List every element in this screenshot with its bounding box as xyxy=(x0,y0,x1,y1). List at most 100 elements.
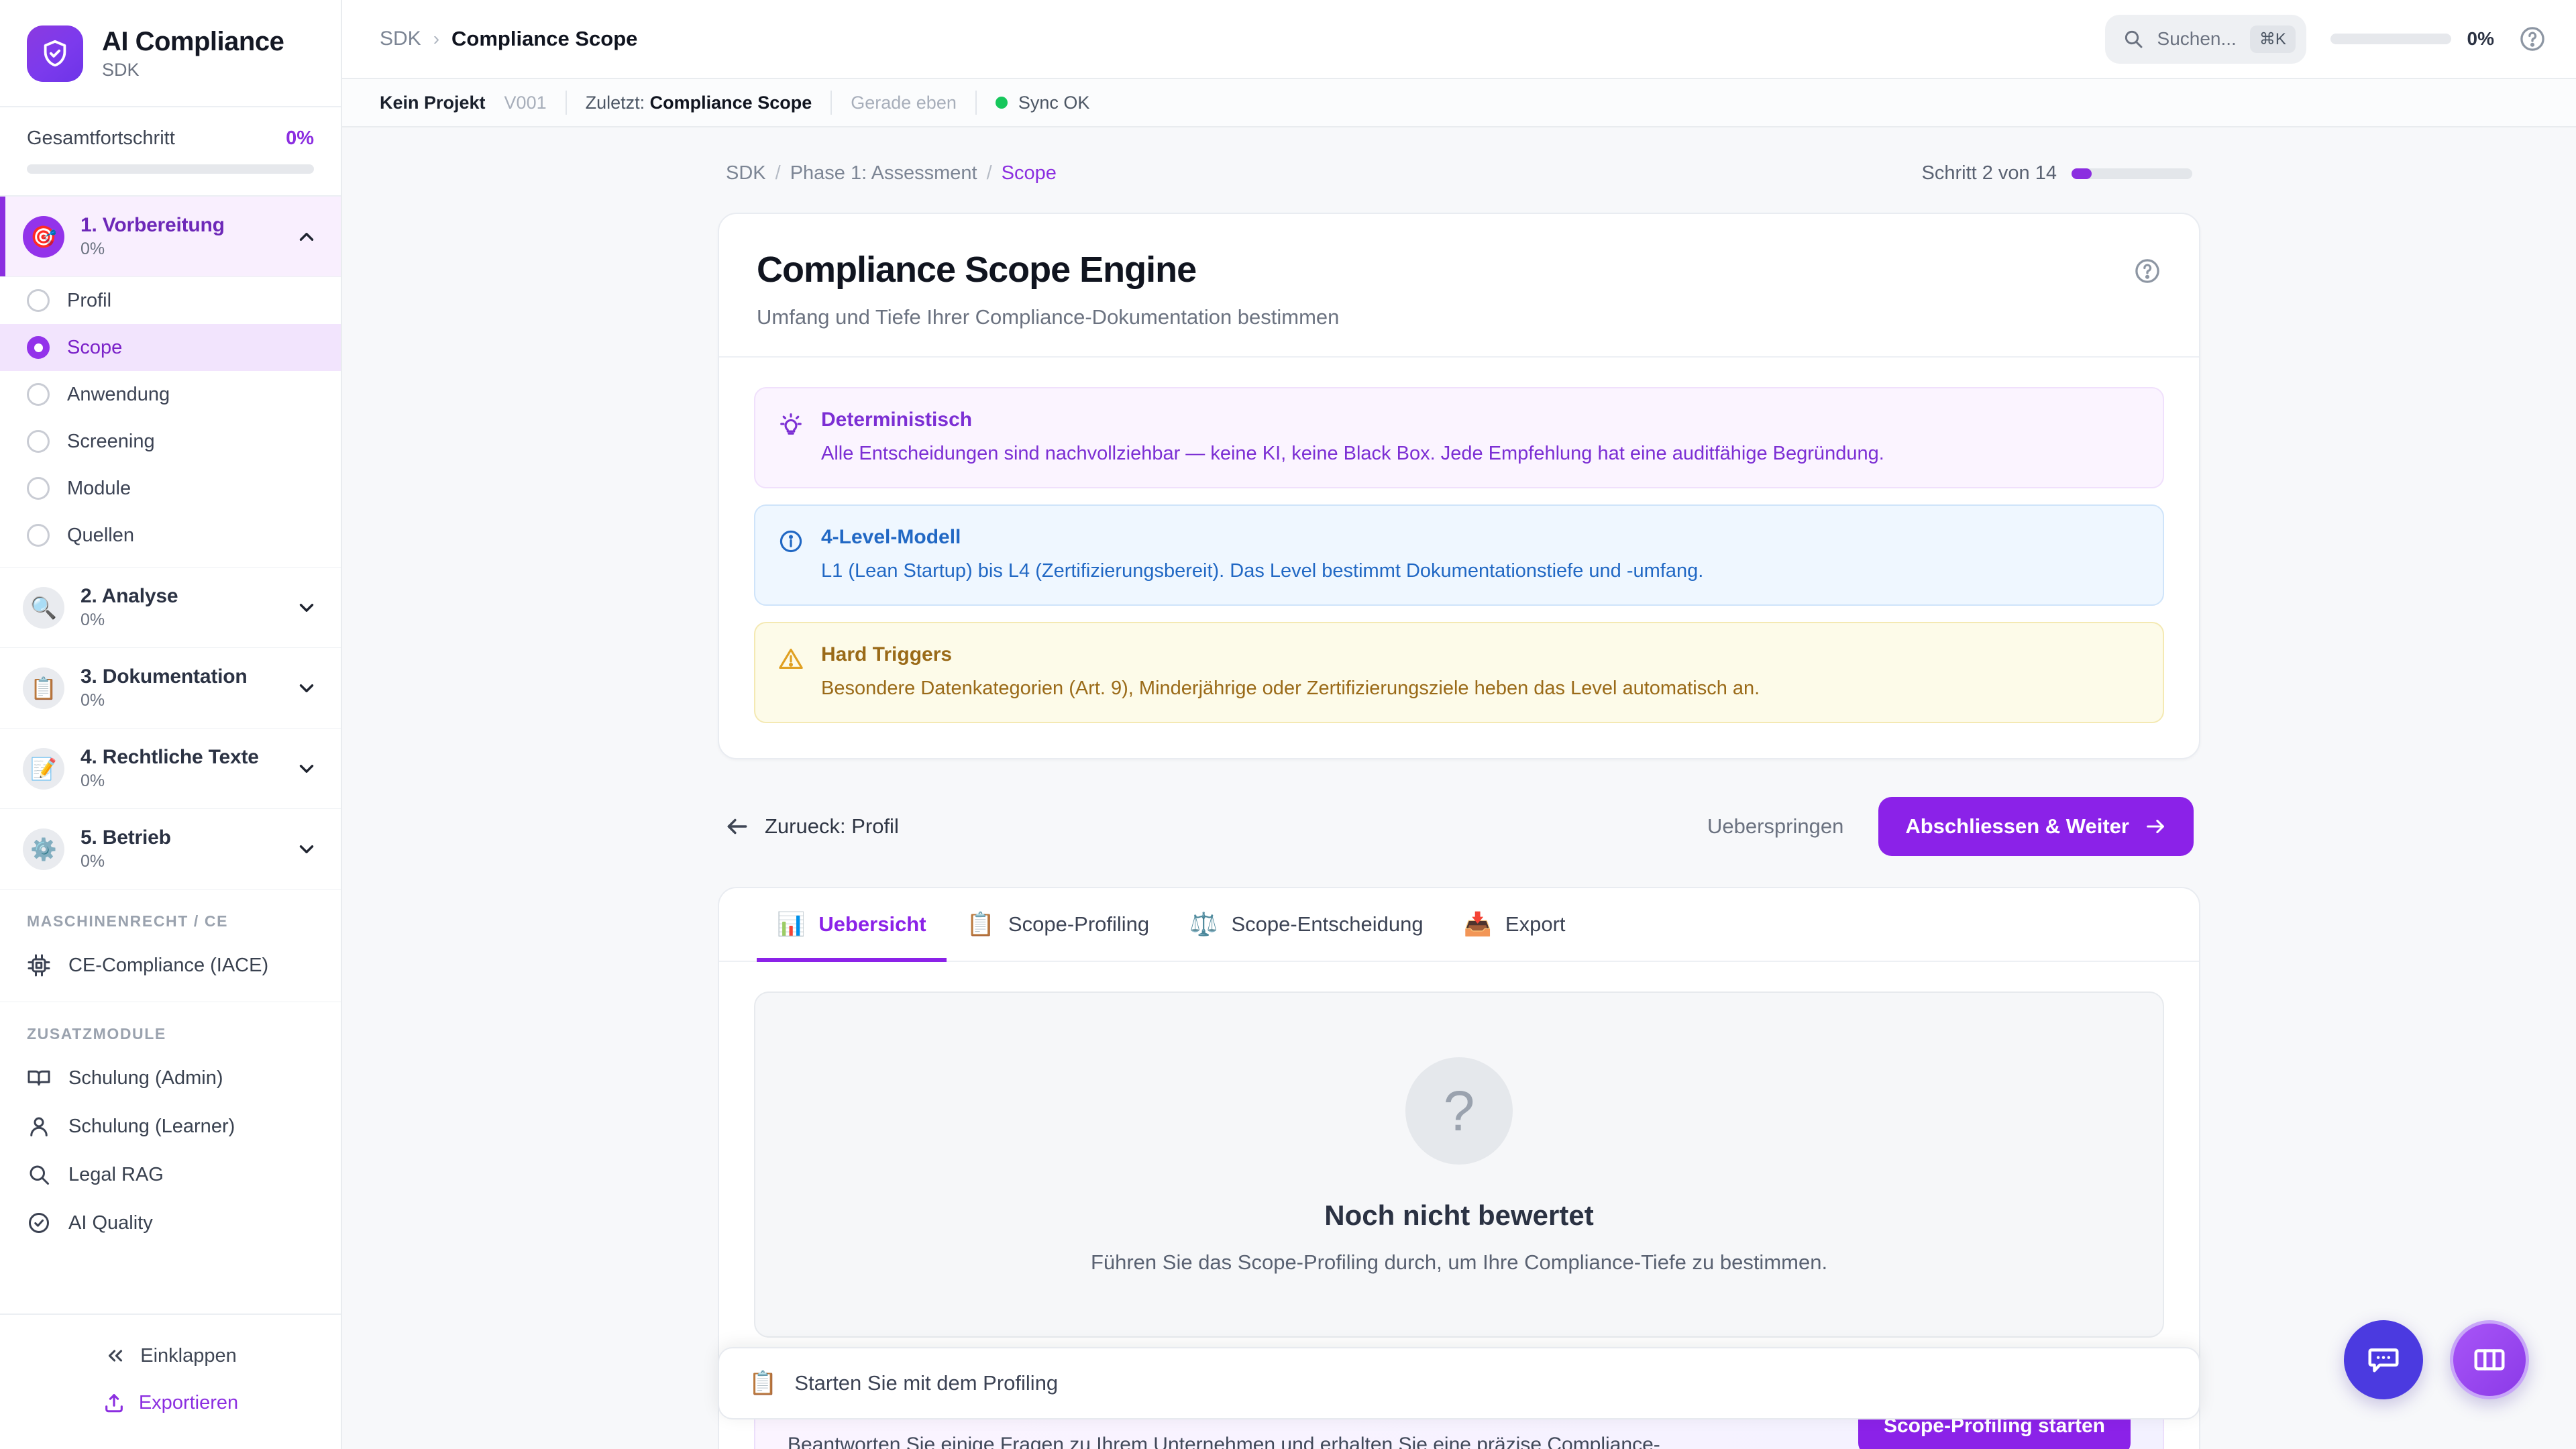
search-icon xyxy=(2125,30,2142,48)
empty-state: ? Noch nicht bewertet Führen Sie das Sco… xyxy=(754,991,2164,1338)
gear-emoji: ⚙️ xyxy=(23,828,64,870)
sidebar-item-module[interactable]: Module xyxy=(0,465,341,512)
callout-body: Besondere Datenkategorien (Art. 9), Mind… xyxy=(821,678,1760,700)
chevron-down-icon xyxy=(299,603,314,612)
empty-state-subtitle: Führen Sie das Scope-Profiling durch, um… xyxy=(1090,1250,1828,1275)
panel-fab[interactable] xyxy=(2450,1320,2529,1399)
search-input[interactable]: Suchen... ⌘K xyxy=(2104,14,2306,64)
divider xyxy=(565,91,567,115)
callout-title: 4-Level-Modell xyxy=(821,526,961,549)
navigation-actions: Ueberspringen Abschliessen & Weiter xyxy=(1695,797,2194,857)
sidebar-item-quellen[interactable]: Quellen xyxy=(0,512,341,559)
sidebar-item-profil[interactable]: Profil xyxy=(0,277,341,324)
sidebar-phase-betrieb[interactable]: ⚙️ 5. Betrieb 0% xyxy=(0,809,341,890)
sidebar-phase-analyse[interactable]: 🔍 2. Analyse 0% xyxy=(0,568,341,648)
step-progress-fill xyxy=(2072,168,2092,179)
chevron-down-icon xyxy=(299,684,314,692)
phase-percent: 0% xyxy=(80,610,105,629)
main-area: SDK › Compliance Scope Suchen... ⌘K 0% K… xyxy=(342,0,2576,1449)
help-circle-icon[interactable] xyxy=(2133,257,2161,285)
sidebar-item-label: AI Quality xyxy=(68,1212,153,1234)
section-heading-zusatzmodule: ZUSATZMODULE xyxy=(27,1025,166,1042)
top-progress-value: 0% xyxy=(2467,28,2494,49)
sidebar-item-ai-quality[interactable]: AI Quality xyxy=(0,1199,341,1247)
empty-state-title: Noch nicht bewertet xyxy=(1324,1199,1594,1232)
tab-label: Scope-Profiling xyxy=(1008,912,1150,936)
top-progress: 0% xyxy=(2330,28,2494,50)
section-heading-maschinenrecht: MASCHINENRECHT / CE xyxy=(27,912,229,930)
sidebar-item-label: Scope xyxy=(67,336,123,358)
breadcrumb2-current: Scope xyxy=(1001,162,1057,184)
export-label: Exportieren xyxy=(138,1391,239,1413)
dart-target-emoji: 🎯 xyxy=(23,215,64,258)
tab-export[interactable]: 📥 Export xyxy=(1444,888,1586,962)
breadcrumb: SDK › Compliance Scope xyxy=(380,27,637,51)
sidebar: AI Compliance SDK Gesamtfortschritt 0% 🎯… xyxy=(0,0,342,1449)
tab-bar: 📊 Uebersicht 📋 Scope-Profiling ⚖️ Scope-… xyxy=(719,888,2199,963)
last-visited: Zuletzt: Compliance Scope xyxy=(586,93,812,113)
phase-percent: 0% xyxy=(80,852,105,871)
last-visited-value: Compliance Scope xyxy=(649,92,812,113)
top-bar-right: Suchen... ⌘K 0% xyxy=(2104,14,2546,64)
info-circle-icon xyxy=(780,530,802,553)
tab-scope-profiling[interactable]: 📋 Scope-Profiling xyxy=(947,888,1170,962)
step-indicator: Schritt 2 von 14 xyxy=(1922,162,2192,184)
export-button[interactable]: Exportieren xyxy=(0,1379,341,1426)
collapse-sidebar-button[interactable]: Einklappen xyxy=(0,1332,341,1379)
step-progress-bar xyxy=(2072,168,2192,179)
sidebar-nav: 🎯 1. Vorbereitung 0% Profil Scope xyxy=(0,197,341,1313)
breadcrumb-separator: / xyxy=(986,162,992,184)
user-icon xyxy=(30,1117,48,1136)
project-name: Kein Projekt xyxy=(380,92,486,113)
sidebar-item-scope[interactable]: Scope xyxy=(0,324,341,371)
help-circle-icon[interactable] xyxy=(2518,25,2546,53)
complete-and-next-button[interactable]: Abschliessen & Weiter xyxy=(1878,797,2194,857)
sidebar-item-label: Anwendung xyxy=(67,383,170,405)
phase-title: 5. Betrieb xyxy=(80,826,171,849)
brand-header[interactable]: AI Compliance SDK xyxy=(0,0,341,107)
radio-icon xyxy=(27,383,50,406)
top-bar: SDK › Compliance Scope Suchen... ⌘K 0% xyxy=(342,0,2576,79)
bottom-action-bar[interactable]: 📋 Starten Sie mit dem Profiling xyxy=(718,1347,2200,1419)
page-subtitle: Umfang und Tiefe Ihrer Compliance-Dokume… xyxy=(757,305,1340,329)
sidebar-item-anwendung[interactable]: Anwendung xyxy=(0,371,341,418)
back-button[interactable]: Zurueck: Profil xyxy=(724,814,899,839)
arrow-left-icon xyxy=(727,819,747,835)
bottom-bar-text: Starten Sie mit dem Profiling xyxy=(794,1371,1059,1395)
overall-progress-label: Gesamtfortschritt xyxy=(27,127,175,149)
sidebar-item-schulung-learner[interactable]: Schulung (Learner) xyxy=(0,1102,341,1150)
sidebar-phase-vorbereitung[interactable]: 🎯 1. Vorbereitung 0% xyxy=(0,197,341,277)
breadcrumb-root[interactable]: SDK xyxy=(380,28,421,50)
radio-icon xyxy=(27,430,50,453)
chat-fab[interactable] xyxy=(2344,1320,2423,1399)
phase-title: 4. Rechtliche Texte xyxy=(80,746,259,768)
sidebar-phase-dokumentation[interactable]: 📋 3. Dokumentation 0% xyxy=(0,648,341,729)
clipboard-emoji: 📋 xyxy=(749,1371,777,1396)
breadcrumb2-root[interactable]: SDK xyxy=(726,162,766,184)
floating-action-buttons xyxy=(2344,1320,2529,1399)
sidebar-item-legal-rag[interactable]: Legal RAG xyxy=(0,1150,341,1199)
tab-scope-entscheidung[interactable]: ⚖️ Scope-Entscheidung xyxy=(1169,888,1443,962)
lightbulb-icon xyxy=(780,413,802,435)
navigation-row: Zurueck: Profil Ueberspringen Abschliess… xyxy=(718,759,2200,887)
overall-progress-bar xyxy=(27,164,314,174)
callout-deterministisch: Deterministisch Alle Entscheidungen sind… xyxy=(754,387,2164,489)
sidebar-item-screening[interactable]: Screening xyxy=(0,418,341,465)
breadcrumb-separator: / xyxy=(775,162,781,184)
sidebar-phase-rechtliche-texte[interactable]: 📝 4. Rechtliche Texte 0% xyxy=(0,729,341,809)
sync-status-label: Sync OK xyxy=(1018,92,1090,113)
breadcrumb2-phase[interactable]: Phase 1: Assessment xyxy=(790,162,977,184)
top-progress-bar xyxy=(2330,34,2451,44)
tab-uebersicht[interactable]: 📊 Uebersicht xyxy=(757,888,947,963)
sidebar-item-schulung-admin[interactable]: Schulung (Admin) xyxy=(0,1054,341,1102)
chat-bubble-icon xyxy=(2368,1348,2399,1373)
sidebar-footer: Einklappen Exportieren xyxy=(0,1313,341,1449)
sidebar-item-ce-compliance[interactable]: CE-Compliance (IACE) xyxy=(0,941,341,989)
callout-hard-triggers: Hard Triggers Besondere Datenkategorien … xyxy=(754,622,2164,724)
skip-button[interactable]: Ueberspringen xyxy=(1707,814,1844,839)
phase-title: 2. Analyse xyxy=(80,585,178,607)
page-title: Compliance Scope Engine xyxy=(757,250,1197,290)
page-breadcrumb: SDK / Phase 1: Assessment / Scope Schrit… xyxy=(718,162,2200,184)
columns-icon xyxy=(2474,1349,2505,1371)
